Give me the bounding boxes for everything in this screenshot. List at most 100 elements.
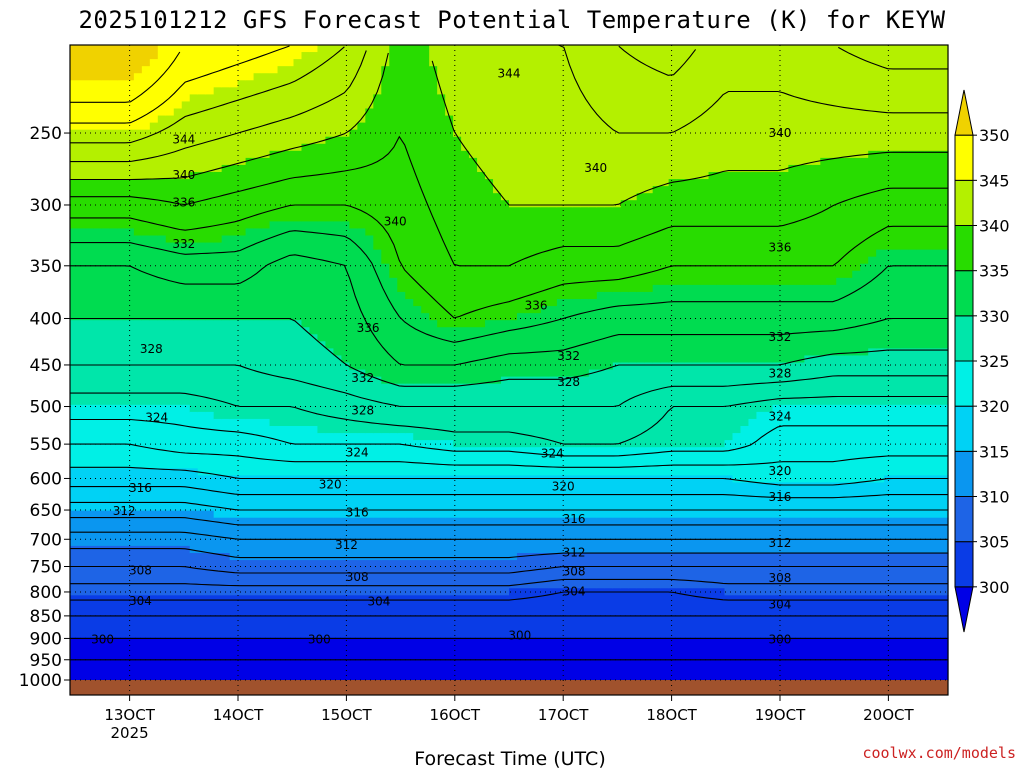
fill-cell [309,637,319,681]
fill-cell [381,475,390,519]
fill-cell [580,475,590,519]
y-tick-label: 250 [30,124,62,144]
fill-cell [716,362,726,448]
fill-cell [509,588,518,639]
fill-cell [924,553,933,596]
fill-cell [924,595,933,639]
fill-cell [588,207,598,300]
fill-cell [125,320,135,406]
fill-cell [796,362,805,406]
fill-cell [365,560,374,596]
fill-cell [932,348,941,406]
fill-cell [437,45,446,95]
fill-cell [884,553,893,596]
fill-cell [70,468,79,512]
fill-cell [588,45,598,208]
fill-cell [333,560,342,596]
fill-cell [836,277,845,357]
fill-cell [109,545,119,596]
fill-cell [700,179,710,286]
fill-cell [205,510,215,554]
fill-cell [413,475,422,519]
credit-link[interactable]: coolwx.com/models [862,744,1016,762]
fill-cell [501,200,510,321]
fill-cell [397,475,406,519]
fill-cell [125,228,135,321]
fill-cell [708,362,718,448]
fill-cell [101,468,111,512]
fill-cell [197,595,207,639]
fill-cell [524,588,534,639]
contour-label: 312 [563,546,586,560]
fill-cell [421,383,430,441]
fill-cell [469,327,478,385]
ground-strip [70,680,948,695]
colorbar-label: 310 [979,488,1010,507]
fill-cell [373,94,382,251]
fill-cell [748,362,758,420]
fill-cell [564,207,574,300]
fill-cell [740,517,750,554]
fill-cell [804,164,813,286]
fill-cell [509,475,518,519]
fill-cell [876,637,885,681]
fill-cell [349,228,358,371]
fill-cell [916,475,925,519]
fill-cell [173,637,183,681]
fill-cell [133,73,143,131]
fill-cell [237,475,247,519]
fill-cell [540,376,550,448]
fill-cell [924,45,933,152]
fill-cell [652,517,662,554]
colorbar-label: 315 [979,442,1010,461]
fill-cell [660,284,670,364]
fill-cell [876,45,885,152]
fill-cell [812,355,821,406]
fill-cell [293,426,303,476]
fill-cell [828,553,837,596]
fill-cell [205,411,215,476]
fill-cell [844,637,853,681]
fill-cell [588,299,598,371]
contour-label-text: 320 [552,479,575,493]
fill-cell [524,447,534,476]
fill-cell [876,348,885,406]
fill-cell [93,545,103,596]
fill-cell [101,80,111,131]
fill-cell [357,122,366,230]
fill-cell [205,172,215,244]
x-year-label: 2025 [111,724,149,742]
fill-cell [381,637,390,681]
fill-cell [157,45,167,117]
fill-cell [157,404,167,469]
fill-cell [788,553,797,596]
fill-cell [780,45,789,173]
fill-cell [373,376,382,434]
fill-cell [501,475,510,519]
fill-cell [772,45,781,173]
fill-cell [389,383,398,434]
fill-cell [397,560,406,596]
fill-cell [365,595,374,639]
colorbar-band [954,450,974,498]
fill-cell [764,362,773,413]
fill-cell [692,179,702,286]
fill-cell [109,637,119,681]
colorbar-label: 320 [979,397,1010,416]
fill-cell [421,595,430,639]
colorbar-band [954,270,974,317]
contour-label: 320 [769,464,792,478]
fill-cell [540,637,550,681]
fill-cell [812,482,821,519]
fill-cell [365,433,374,476]
fill-cell [732,482,742,519]
fill-cell [708,588,718,639]
fill-cell [333,45,342,138]
fill-cell [924,150,933,251]
fill-cell [612,362,622,448]
fill-cell [93,80,103,131]
fill-cell [70,595,79,639]
fill-cell [333,136,342,222]
fill-cell [189,411,199,469]
fill-cell [125,595,135,639]
